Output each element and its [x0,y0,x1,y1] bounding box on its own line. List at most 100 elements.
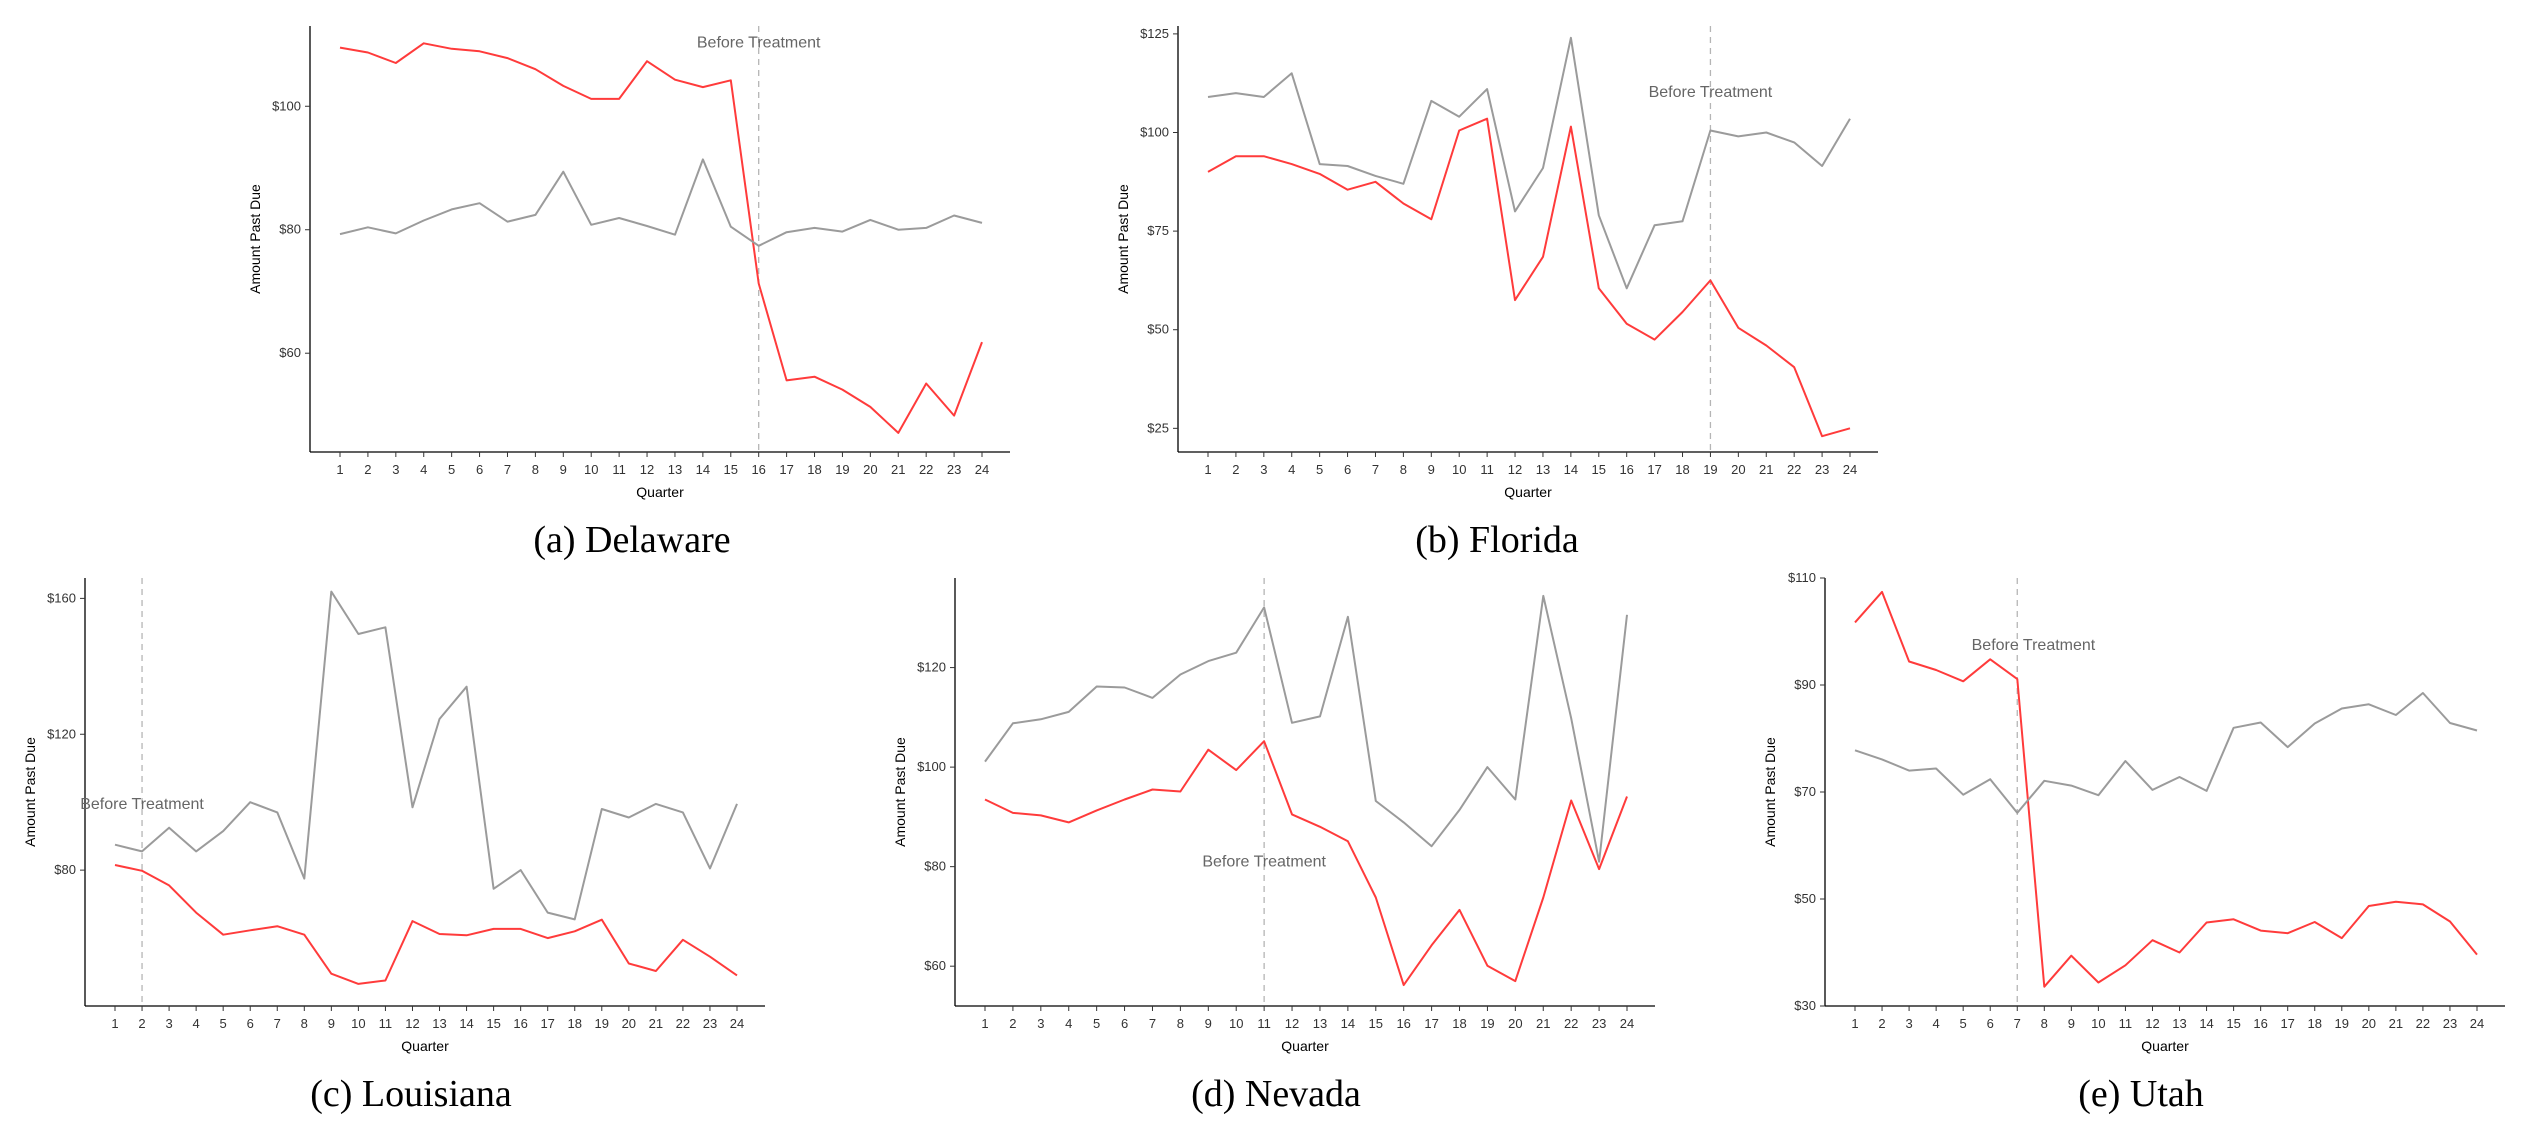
x-tick-label: 6 [1987,1016,1994,1031]
x-tick-label: 12 [405,1016,419,1031]
x-tick-label: 21 [1759,462,1773,477]
panel-caption: (d) Nevada [1191,1073,1361,1115]
x-tick-label: 24 [975,462,989,477]
panel-caption: (c) Louisiana [310,1073,512,1115]
x-tick-label: 11 [1480,462,1494,477]
y-tick-label: $25 [1147,420,1169,435]
x-tick-label: 12 [640,462,654,477]
annotation-before-treatment: Before Treatment [80,796,204,813]
x-tick-label: 15 [486,1016,500,1031]
x-tick-label: 23 [947,462,961,477]
y-tick-label: $70 [1794,784,1816,799]
annotation-before-treatment: Before Treatment [1202,854,1326,871]
x-tick-label: 4 [420,462,427,477]
x-tick-label: 11 [1257,1016,1271,1031]
x-tick-label: 4 [1933,1016,1940,1031]
x-tick-label: 24 [1620,1016,1634,1031]
x-tick-label: 14 [1341,1016,1355,1031]
x-tick-label: 20 [1731,462,1745,477]
x-tick-label: 22 [1564,1016,1578,1031]
x-tick-label: 23 [1815,462,1829,477]
x-tick-label: 2 [1009,1016,1016,1031]
x-tick-label: 9 [1428,462,1435,477]
x-tick-label: 2 [364,462,371,477]
x-tick-label: 4 [1065,1016,1072,1031]
x-tick-label: 15 [2226,1016,2240,1031]
y-tick-label: $75 [1147,223,1169,238]
x-tick-label: 19 [2335,1016,2349,1031]
x-tick-label: 15 [724,462,738,477]
series-line-red [339,42,983,434]
x-tick-label: 7 [2014,1016,2021,1031]
x-tick-label: 18 [807,462,821,477]
x-tick-label: 16 [513,1016,527,1031]
y-tick-label: $50 [1147,322,1169,337]
x-tick-label: 9 [1205,1016,1212,1031]
x-tick-label: 16 [2253,1016,2267,1031]
series-line-red [1854,590,2478,988]
panel-caption: (b) Florida [1415,519,1579,561]
x-tick-label: 14 [2199,1016,2213,1031]
x-tick-label: 10 [1229,1016,1243,1031]
y-tick-label: $120 [47,726,76,741]
x-tick-label: 8 [2041,1016,2048,1031]
chart-panel-1: 1 2 3 4 5 6 7 8 9 10 11 12 13 14 15 16 17 18 19 20 21 22 23 24$… [247,26,1010,561]
y-tick-label: $125 [1140,26,1169,41]
x-tick-label: 20 [622,1016,636,1031]
y-tick-label: $160 [47,590,76,605]
x-tick-label: 13 [1313,1016,1327,1031]
x-tick-label: 10 [584,462,598,477]
annotation-before-treatment: Before Treatment [697,35,821,52]
x-tick-label: 11 [612,462,626,477]
y-tick-label: $90 [1794,677,1816,692]
x-tick-label: 15 [1369,1016,1383,1031]
y-tick-label: $30 [1794,998,1816,1013]
x-tick-label: 1 [111,1016,118,1031]
x-tick-label: 3 [1905,1016,1912,1031]
x-tick-label: 7 [1149,1016,1156,1031]
chart-panel-2: 1 2 3 4 5 6 7 8 9 10 11 12 13 14 15 16 17 18 19 20 21 22 23 24$… [1115,26,1878,561]
x-tick-label: 12 [2145,1016,2159,1031]
x-tick-label: 24 [730,1016,744,1031]
x-tick-label: 5 [1093,1016,1100,1031]
x-tick-label: 8 [301,1016,308,1031]
x-tick-label: 19 [1480,1016,1494,1031]
x-tick-label: 1 [1204,462,1211,477]
x-tick-label: 5 [1960,1016,1967,1031]
x-tick-label: 8 [1400,462,1407,477]
x-tick-label: 23 [703,1016,717,1031]
x-tick-label: 8 [532,462,539,477]
x-tick-label: 8 [1177,1016,1184,1031]
x-axis-title: Quarter [401,1038,449,1054]
x-axis-title: Quarter [2141,1038,2189,1054]
chart-panel-5: 1 2 3 4 5 6 7 8 9 10 11 12 13 14 15 16 17 18 19 20 21 22 23 24$… [1762,570,2505,1115]
chart-panel-4: 1 2 3 4 5 6 7 8 9 10 11 12 13 14 15 16 17 18 19 20 21 22 23 24$… [892,578,1655,1115]
series-line-red [984,740,1628,987]
x-tick-label: 16 [1619,462,1633,477]
x-tick-label: 2 [1232,462,1239,477]
y-tick-label: $100 [917,759,946,774]
x-tick-label: 12 [1508,462,1522,477]
x-tick-label: 14 [1564,462,1578,477]
x-tick-label: 20 [863,462,877,477]
series-line-gray [339,158,983,247]
y-tick-label: $120 [917,660,946,675]
x-tick-label: 20 [2362,1016,2376,1031]
y-tick-label: $50 [1794,891,1816,906]
annotation-before-treatment: Before Treatment [1972,637,2096,654]
x-tick-label: 3 [1037,1016,1044,1031]
x-tick-label: 1 [981,1016,988,1031]
x-tick-label: 3 [165,1016,172,1031]
x-tick-label: 21 [2389,1016,2403,1031]
x-tick-label: 13 [668,462,682,477]
x-tick-label: 6 [476,462,483,477]
y-tick-label: $100 [1140,125,1169,140]
x-tick-label: 17 [779,462,793,477]
x-tick-label: 21 [891,462,905,477]
x-tick-label: 15 [1592,462,1606,477]
x-tick-label: 17 [2280,1016,2294,1031]
x-tick-label: 18 [1452,1016,1466,1031]
x-tick-label: 23 [1592,1016,1606,1031]
y-tick-label: $60 [279,345,301,360]
